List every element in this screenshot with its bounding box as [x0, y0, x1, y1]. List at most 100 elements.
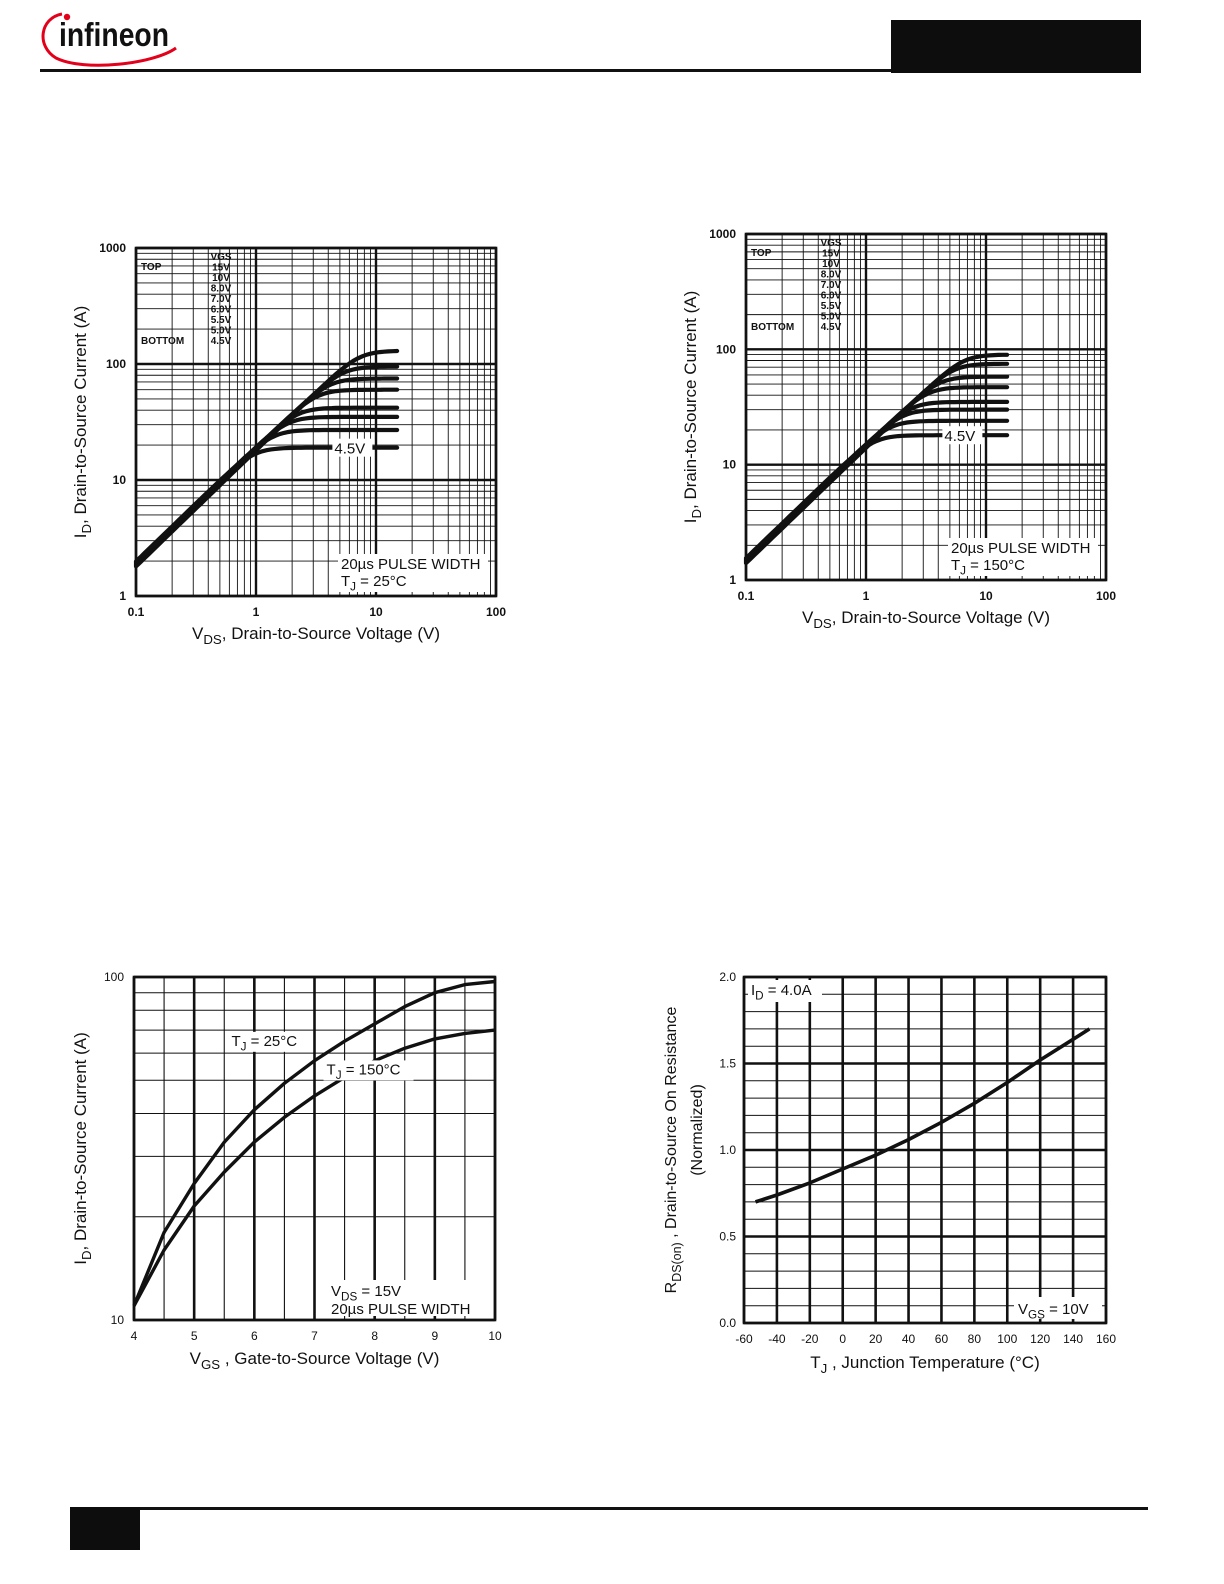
curve-vgs-4.5V [133, 445, 400, 564]
x-tick-label: 5 [191, 1329, 198, 1343]
y-axis-label: ID, Drain-to-Source Current (A) [71, 306, 94, 539]
legend-bottom-label: BOTTOM [751, 322, 794, 333]
x-tick-label: 60 [935, 1332, 949, 1346]
curve-label-4v5: 4.5V [944, 428, 975, 445]
y-tick-label: 100 [716, 342, 736, 356]
x-tick-label: 0.1 [128, 605, 145, 619]
plot-frame [742, 975, 1108, 1325]
y-tick-label: 2.0 [719, 970, 736, 984]
annotation-pulse-width: 20µs PULSE WIDTH [331, 1301, 471, 1318]
x-axis-label: VGS , Gate-to-Source Voltage (V) [190, 1349, 440, 1372]
x-axis-label: TJ , Junction Temperature (°C) [810, 1353, 1039, 1376]
y-axis-label: ID, Drain-to-Source Current (A) [681, 291, 704, 524]
annotation-pulse-width: 20µs PULSE WIDTH [341, 556, 481, 573]
legend-entry: 4.5V [821, 322, 842, 333]
legend-entry: 5.5V [211, 315, 232, 326]
y-tick-label: 10 [723, 458, 737, 472]
x-tick-label: 9 [431, 1329, 438, 1343]
annotation-vgs: VGS = 10V [1018, 1301, 1089, 1322]
legend-entry: 5.0V [821, 312, 842, 323]
logo-swoosh-icon [41, 12, 177, 67]
x-tick-label: 1 [253, 605, 260, 619]
x-tick-label: 8 [371, 1329, 378, 1343]
x-tick-label: 100 [997, 1332, 1017, 1346]
legend-entry: 6.0V [211, 305, 232, 316]
footer-block [70, 1507, 140, 1550]
legend-header: VGS [210, 252, 231, 263]
legend-top-label: TOP [141, 262, 162, 273]
y-tick-label: 1 [119, 589, 126, 603]
y-tick-label: 1000 [99, 241, 126, 255]
x-tick-label: -40 [768, 1332, 786, 1346]
y-tick-label: 0.0 [719, 1316, 736, 1330]
legend-entry: 7.0V [211, 294, 232, 305]
x-tick-label: 40 [902, 1332, 916, 1346]
annotation-tj: TJ = 150°C [951, 557, 1025, 578]
x-axis-label: VDS, Drain-to-Source Voltage (V) [802, 608, 1050, 631]
curve-vgs-10V [743, 361, 1010, 565]
legend-entry: 8.0V [821, 270, 842, 281]
curve-label-bg [332, 438, 373, 457]
x-tick-label: 4 [131, 1329, 138, 1343]
annotation-id: ID = 4.0A [751, 982, 812, 1003]
x-tick-label: 20 [869, 1332, 883, 1346]
curve-vgs-6.0V [743, 399, 1010, 563]
annotation-pulse-width: 20µs PULSE WIDTH [951, 540, 1091, 557]
x-tick-label: 1 [863, 589, 870, 603]
x-tick-label: 10 [488, 1329, 502, 1343]
y-axis-label: ID, Drain-to-Source Current (A) [71, 1032, 94, 1265]
y-tick-label: 1.0 [719, 1143, 736, 1157]
y-tick-label: 100 [106, 357, 126, 371]
x-tick-label: 100 [1096, 589, 1116, 603]
legend-bottom-label: BOTTOM [141, 336, 184, 347]
logo-wordmark: infineon [59, 16, 169, 53]
curve-label-bg [942, 426, 983, 445]
y-axis-label-line2: (Normalized) [689, 1084, 706, 1176]
legend-top-label: TOP [751, 248, 772, 259]
x-tick-label: 160 [1096, 1332, 1116, 1346]
legend-entry: 5.0V [211, 326, 232, 337]
annotation-tj: TJ = 25°C [341, 573, 407, 594]
x-tick-label: -20 [801, 1332, 819, 1346]
legend-header: VGS [820, 238, 841, 249]
curve-tj-150c [132, 1028, 496, 1307]
plot-frame [132, 975, 497, 1322]
y-tick-label: 100 [104, 970, 124, 984]
legend-entry: 15V [212, 263, 230, 274]
x-tick-label: 10 [369, 605, 383, 619]
curve-vgs-10V [133, 364, 400, 568]
legend-entry: 10V [822, 259, 840, 270]
curve-label-tj-25c: TJ = 25°C [231, 1033, 297, 1054]
x-tick-label: 10 [979, 589, 993, 603]
y-tick-label: 1 [729, 573, 736, 587]
curve-label-tj-150c: TJ = 150°C [327, 1061, 401, 1082]
x-tick-label: 140 [1063, 1332, 1083, 1346]
header-rule [40, 69, 892, 72]
curve-label-4v5: 4.5V [334, 441, 365, 458]
y-tick-label: 1000 [709, 227, 736, 241]
x-tick-label: 6 [251, 1329, 258, 1343]
y-tick-label: 0.5 [719, 1230, 736, 1244]
x-tick-label: 100 [486, 605, 506, 619]
header-block [891, 20, 1141, 73]
infineon-logo: infineon [41, 12, 177, 67]
curve-tj-25c [132, 979, 496, 1307]
y-tick-label: 10 [111, 1313, 125, 1327]
annotation-bg [327, 1280, 491, 1316]
annotation-bg [1014, 1297, 1102, 1319]
plot-frame [134, 246, 498, 598]
label-bg [230, 1031, 311, 1052]
annotation-bg [338, 554, 488, 592]
annotation-bg [948, 538, 1098, 576]
normalized-on-resistance: -60 -40 -20 0 20 40 60 80 100 120 140 160 0.0 0.5 1.0 1… [663, 970, 1116, 1376]
legend-entry: 7.0V [821, 280, 842, 291]
annotation-bg [748, 980, 822, 1002]
logo-dot-icon [63, 13, 71, 21]
annotation-vds: VDS = 15V [331, 1283, 401, 1304]
curve-vgs-8.0V [743, 374, 1010, 564]
